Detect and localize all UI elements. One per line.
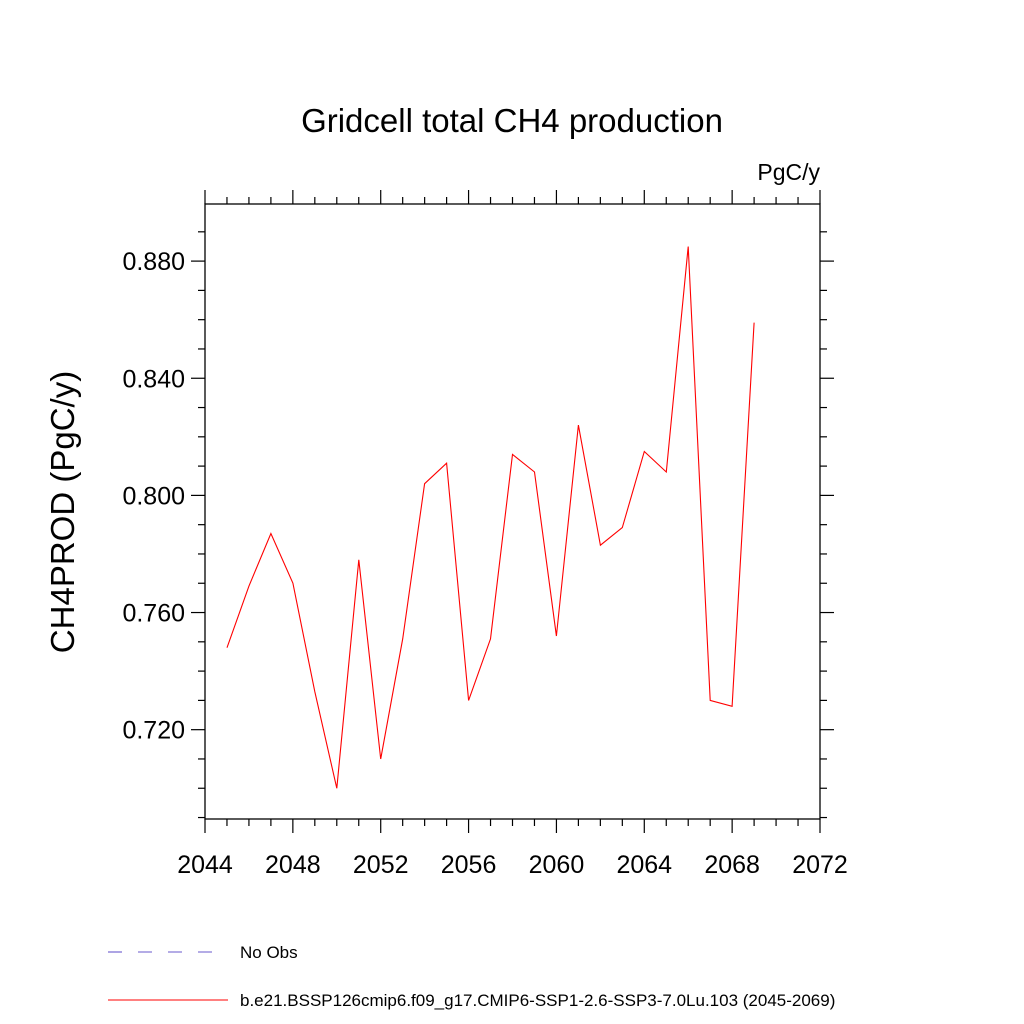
plot-area: 2044 2048 2052 2056 2060 2064 2068 2072 0.7200.… — [122, 190, 848, 879]
x-tick-label: 2072 — [792, 851, 848, 879]
y-tick-label: 0.800 — [122, 482, 185, 510]
legend: No Obs b.e21.BSSP126cmip6.f09_g17.CMIP6-S… — [108, 943, 835, 1010]
x-tick-label: 2064 — [616, 851, 672, 879]
series-line — [226, 246, 755, 789]
y-tick-label: 0.760 — [122, 600, 185, 628]
x-ticks — [204, 190, 821, 833]
y-tick-label: 0.840 — [122, 365, 185, 393]
x-tick-labels: 2044 2048 2052 2056 2060 2064 2068 2072 — [177, 851, 848, 879]
plot-frame — [204, 203, 821, 820]
chart-title: Gridcell total CH4 production — [301, 102, 723, 139]
y-axis-label: CH4PROD (PgC/y) — [44, 371, 81, 653]
x-tick-label: 2044 — [177, 851, 233, 879]
x-tick-label: 2068 — [704, 851, 760, 879]
y-tick-label: 0.720 — [122, 717, 185, 745]
x-tick-label: 2048 — [265, 851, 321, 879]
y-tick-label: 0.880 — [122, 248, 185, 276]
legend-label: No Obs — [240, 943, 298, 962]
units-label: PgC/y — [757, 159, 820, 185]
x-tick-label: 2060 — [529, 851, 585, 879]
series-lines — [226, 246, 755, 789]
legend-label: b.e21.BSSP126cmip6.f09_g17.CMIP6-SSP1-2.… — [240, 991, 835, 1010]
y-ticks — [191, 231, 834, 819]
y-tick-labels: 0.720 0.760 0.800 0.840 0.880 — [122, 248, 185, 745]
x-tick-label: 2052 — [353, 851, 409, 879]
x-tick-label: 2056 — [441, 851, 497, 879]
